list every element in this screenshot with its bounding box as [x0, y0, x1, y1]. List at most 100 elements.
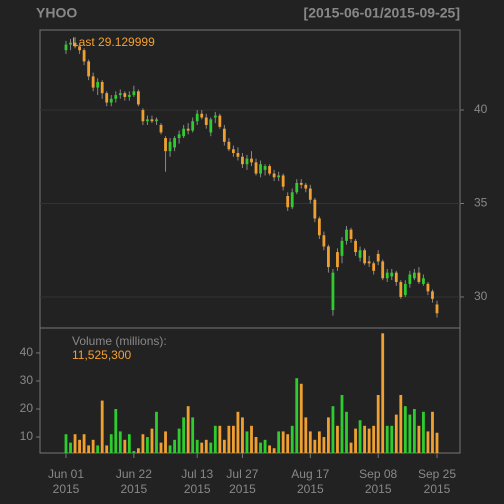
volume-bar: [327, 417, 330, 453]
candle-body: [299, 182, 303, 185]
x-tick-label: Sep 08: [359, 467, 397, 481]
volume-bar: [177, 428, 181, 453]
candle-body: [349, 229, 353, 240]
candle-body: [73, 42, 77, 47]
chart-title: YHOO: [36, 5, 77, 21]
volume-bar: [96, 445, 100, 453]
x-tick-label: Jul 13: [181, 467, 213, 481]
volume-bar: [127, 434, 131, 453]
volume-bar: [322, 437, 326, 453]
volume-bar: [403, 406, 407, 453]
volume-bar: [250, 425, 253, 453]
volume-bar: [195, 439, 199, 453]
x-tick-label: Aug 17: [291, 467, 329, 481]
volume-bar: [281, 431, 285, 453]
volume-bar: [241, 417, 244, 453]
volume-bar: [69, 442, 72, 453]
volume-bar: [376, 394, 380, 453]
candle-body: [336, 252, 339, 268]
volume-bar: [317, 431, 321, 453]
volume-bar: [64, 434, 68, 453]
candle-body: [164, 138, 167, 152]
candle-body: [345, 229, 348, 241]
volume-bar: [218, 425, 222, 453]
candle-body: [168, 141, 172, 152]
x-tick-label: Jun 22: [116, 467, 152, 481]
volume-bar: [272, 448, 276, 453]
candle-body: [146, 119, 149, 122]
date-range: [2015-06-01/2015-09-25]: [304, 5, 460, 21]
candle-body: [322, 235, 326, 247]
candle-body: [236, 153, 240, 157]
candle-body: [408, 274, 412, 284]
candle-body: [308, 188, 312, 200]
volume-bar: [308, 431, 312, 453]
candle-body: [136, 91, 140, 105]
candle-body: [272, 173, 276, 178]
candle-body: [399, 282, 403, 297]
volume-bar: [118, 431, 122, 453]
candle-body: [317, 218, 321, 236]
x-tick-year: 2015: [121, 482, 148, 496]
candle-body: [91, 76, 95, 88]
volume-bar: [182, 417, 186, 453]
volume-bar: [105, 445, 109, 453]
volume-bar: [231, 425, 235, 453]
candle-body: [127, 95, 131, 97]
x-tick-year: 2015: [424, 482, 451, 496]
volume-bar: [340, 394, 344, 453]
candle-body: [200, 113, 204, 118]
volume-bar: [417, 425, 421, 453]
volume-bar: [263, 439, 267, 453]
candle-body: [363, 250, 367, 264]
x-tick-year: 2015: [184, 482, 211, 496]
candle-body: [123, 93, 127, 97]
volume-bar: [336, 425, 339, 453]
volume-bar: [186, 406, 190, 453]
volume-bar: [236, 411, 240, 453]
volume-bar: [390, 425, 394, 453]
candle-body: [245, 158, 249, 165]
x-tick-year: 2015: [365, 482, 392, 496]
candle-body: [390, 272, 394, 277]
x-tick-year: 2015: [229, 482, 256, 496]
candle-body: [241, 156, 244, 165]
candle-body: [177, 134, 181, 139]
volume-bar: [200, 442, 204, 453]
candle-body: [354, 240, 357, 253]
candle-body: [367, 261, 371, 264]
volume-bar: [331, 406, 335, 453]
x-tick-year: 2015: [53, 482, 80, 496]
volume-bar: [132, 451, 136, 453]
candle-body: [277, 175, 281, 178]
volume-bar: [435, 432, 439, 453]
volume-bar: [173, 439, 176, 453]
candle-body: [403, 283, 407, 296]
candle-body: [78, 46, 81, 51]
x-tick-label: Sep 25: [418, 467, 456, 481]
volume-bar: [91, 439, 95, 453]
volume-bar: [82, 434, 86, 453]
candle-body: [159, 124, 163, 133]
volume-bar: [345, 411, 348, 453]
candle-body: [422, 278, 425, 284]
candle-body: [254, 162, 258, 174]
volume-bar: [213, 425, 217, 453]
candle-body: [286, 196, 290, 208]
candle-body: [105, 93, 109, 103]
volume-bar: [209, 442, 213, 453]
volume-bar: [159, 442, 163, 453]
volume-bar: [254, 437, 258, 453]
candle-body: [191, 121, 195, 131]
volume-bar: [259, 442, 262, 453]
volume-bar: [150, 428, 154, 453]
volume-bar: [164, 431, 167, 453]
volume-bar: [168, 445, 172, 453]
candle-body: [227, 141, 231, 150]
volume-bar: [431, 411, 434, 453]
volume-bar: [73, 434, 77, 453]
candle-body: [435, 304, 439, 314]
volume-bar: [358, 420, 362, 453]
